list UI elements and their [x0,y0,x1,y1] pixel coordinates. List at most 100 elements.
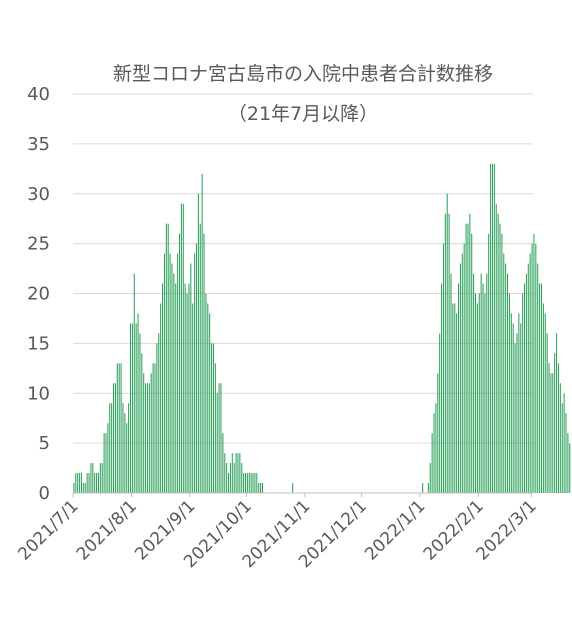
bar [495,203,497,494]
bar [229,463,231,493]
bar [133,273,135,493]
bar [82,483,84,493]
bar [431,433,433,493]
bar [203,233,205,493]
x-tick-label: 2021/8/1 [73,496,141,564]
bar [486,273,488,493]
bar [216,393,218,493]
bar [442,243,444,494]
bar [241,463,243,493]
bar [96,473,98,493]
bar [559,383,561,493]
x-tick-labels: 2021/7/12021/8/12021/9/12021/10/12021/11… [14,493,541,572]
bar [525,273,527,493]
bar [148,383,150,493]
bar [503,253,505,493]
bar [471,233,473,493]
bar [231,453,233,493]
bar [531,243,533,494]
bar [444,213,446,493]
bar [461,253,463,493]
bar [254,473,256,493]
bar [179,233,181,493]
bar [188,283,190,493]
bar [554,353,556,493]
bar [474,293,477,493]
y-tick-label: 35 [27,134,50,155]
bar [139,333,141,493]
bar [154,363,156,493]
bar [463,243,465,494]
bar [518,313,520,493]
bar [163,253,165,493]
bar [145,383,147,493]
bar [118,363,120,493]
bar [97,473,99,493]
bar [557,363,559,493]
bar [456,313,458,493]
bar [113,383,115,493]
bar [514,343,516,494]
bar [448,213,450,493]
bar [199,223,201,494]
bar [563,393,565,493]
bar [548,363,550,493]
bar [207,303,209,493]
bar [437,373,439,493]
x-tick-label: 2021/7/1 [14,496,82,564]
bar [499,223,501,494]
bar [256,473,258,493]
bar [114,383,116,493]
y-tick-label: 25 [27,234,50,255]
bar [212,343,214,494]
x-tick-label: 2022/1/1 [361,496,429,564]
bar [533,233,535,493]
bar [222,433,224,493]
bar [529,253,531,493]
bar [540,283,543,493]
bar [129,323,132,493]
bar [435,403,437,493]
bar [201,173,203,494]
bar [520,323,522,493]
bar [237,453,239,493]
bar [458,283,460,493]
bar [152,363,154,493]
bar [510,313,512,493]
bar [116,363,118,493]
bar [173,273,175,493]
bar [182,203,184,494]
bar [156,343,158,494]
bar [92,463,94,493]
bar [205,293,207,493]
bar [86,473,88,493]
bar [244,473,247,493]
bar [224,453,226,493]
bar [441,283,443,493]
bar [546,333,548,493]
bar [427,483,429,493]
bar [537,263,539,493]
bar [260,483,262,493]
bar [490,163,492,493]
bar [197,193,199,493]
bar [77,473,79,493]
bar [75,473,77,493]
bar [450,273,452,493]
bar [258,483,260,493]
y-tick-label: 15 [27,333,50,354]
bar [90,463,92,493]
bar [109,403,111,493]
bar [209,313,211,493]
bar [226,463,228,493]
bar [192,303,194,493]
bar [146,383,148,493]
chart-title: 新型コロナ宮古島市の入院中患者合計数推移 [113,63,493,85]
bar [556,333,558,493]
bar [160,303,162,493]
bar [220,383,222,493]
bar [250,473,252,493]
bar [94,473,96,493]
